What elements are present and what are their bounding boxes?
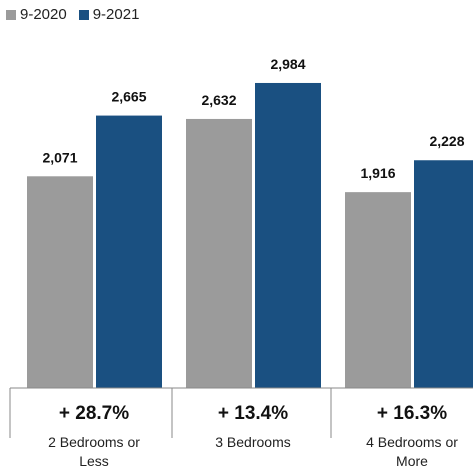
category-label-2-1: More [396,453,428,469]
legend-label-2020: 9-2020 [20,6,67,23]
data-label-9-2021-2: 2,228 [429,133,464,149]
legend-swatch-2020 [6,9,16,20]
data-label-9-2021-0: 2,665 [111,89,146,105]
bar-9-2021-1 [255,82,321,389]
category-label-1-0: 3 Bedrooms [215,434,290,450]
bar-9-2020-2 [345,192,411,388]
change-annotation-2: + 16.3% [377,403,447,424]
legend-label-2021: 9-2021 [92,6,140,23]
legend: 9-2020 9-2021 [6,6,139,23]
change-annotation-0: + 28.7% [59,403,129,424]
bar-9-2021-2 [414,160,473,388]
legend-swatch-2021 [78,9,89,20]
category-label-0-1: Less [79,453,109,469]
legend-item-2021: 9-2021 [78,6,140,23]
data-label-9-2020-0: 2,071 [42,149,77,165]
category-label-0-0: 2 Bedrooms or [48,434,140,450]
data-label-9-2020-1: 2,632 [201,92,236,108]
change-annotation-1: + 13.4% [218,403,288,424]
bar-9-2021-0 [96,115,162,389]
bar-9-2020-0 [27,176,93,388]
bar-9-2020-1 [186,118,252,388]
data-label-9-2021-1: 2,984 [270,56,305,72]
category-label-2-0: 4 Bedrooms or [366,434,458,450]
legend-item-2020: 9-2020 [6,6,67,23]
data-label-9-2020-2: 1,916 [360,165,395,181]
